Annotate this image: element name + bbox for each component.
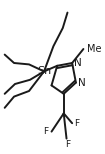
Text: Me: Me (87, 44, 102, 54)
Text: N: N (78, 78, 86, 88)
Text: F: F (43, 127, 48, 136)
Text: F: F (74, 119, 79, 128)
Text: Sn: Sn (37, 66, 51, 76)
Text: N: N (74, 58, 82, 68)
Text: F: F (65, 140, 70, 149)
